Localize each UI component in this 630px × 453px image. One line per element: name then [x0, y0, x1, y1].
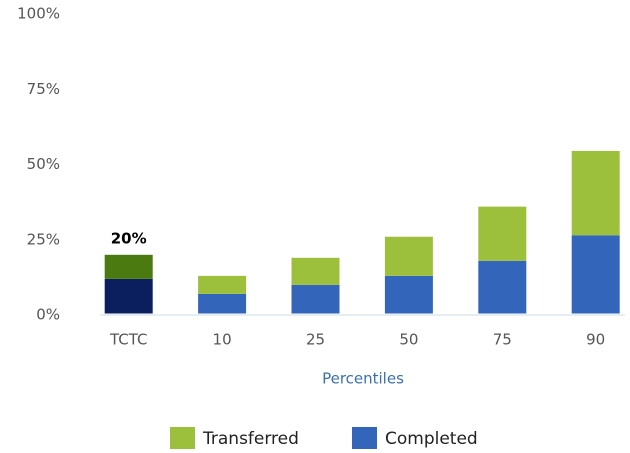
bar-segment [104, 278, 153, 314]
bar-segment [104, 254, 153, 279]
bar-segment [571, 235, 620, 314]
y-tick-label: 75% [27, 80, 60, 98]
bar-segment [198, 275, 247, 294]
bar-segment [384, 275, 433, 314]
bar-segment [571, 150, 620, 236]
bar-segment [291, 257, 340, 285]
x-tick-label: 90 [586, 331, 605, 349]
legend-swatch [352, 427, 377, 449]
y-tick-label: 100% [17, 5, 60, 23]
bar-segment [198, 293, 247, 314]
x-tick-label: 75 [493, 331, 512, 349]
legend-label: Transferred [202, 429, 299, 449]
data-label: 20% [111, 229, 147, 247]
x-axis-label: Percentiles [322, 370, 404, 388]
bar-segment [384, 236, 433, 276]
x-tick-label: TCTC [109, 331, 148, 349]
bar-segment [291, 284, 340, 314]
legend-swatch [170, 427, 195, 449]
y-tick-label: 50% [27, 155, 60, 173]
legend-label: Completed [385, 429, 478, 449]
bar-segment [478, 260, 527, 314]
y-tick-label: 25% [27, 230, 60, 248]
bar-segment [478, 206, 527, 261]
x-tick-label: 25 [306, 331, 325, 349]
x-tick-label: 10 [213, 331, 232, 349]
x-tick-label: 50 [399, 331, 418, 349]
y-tick-label: 0% [36, 306, 60, 324]
